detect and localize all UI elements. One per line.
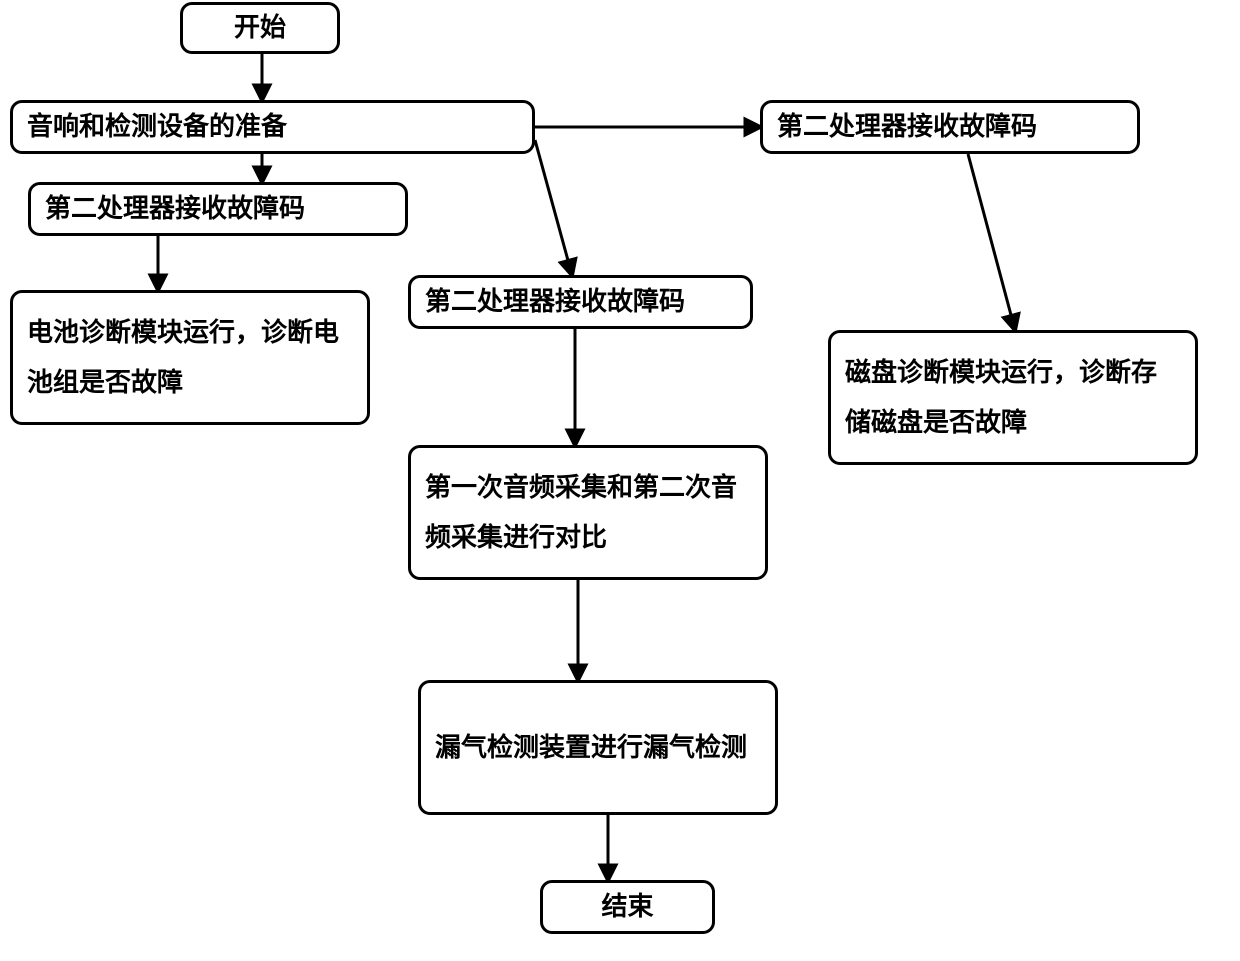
edge-n2-n5 [535,140,572,275]
flowchart-node-n3: 第二处理器接收故障码 [28,182,408,236]
flowchart-node-n2: 音响和检测设备的准备 [10,100,535,154]
flowchart-node-n9: 第二处理器接收故障码 [760,100,1140,154]
flowchart-node-n10: 磁盘诊断模块运行，诊断存储磁盘是否故障 [828,330,1198,465]
flowchart-node-n6: 第一次音频采集和第二次音频采集进行对比 [408,445,768,580]
flowchart-node-n4: 电池诊断模块运行，诊断电池组是否故障 [10,290,370,425]
flowchart-node-n8: 结束 [540,880,715,934]
flowchart-node-n5: 第二处理器接收故障码 [408,275,753,329]
flowchart-node-n1: 开始 [180,2,340,54]
flowchart-node-n7: 漏气检测装置进行漏气检测 [418,680,778,815]
edge-n9-n10 [968,154,1015,330]
